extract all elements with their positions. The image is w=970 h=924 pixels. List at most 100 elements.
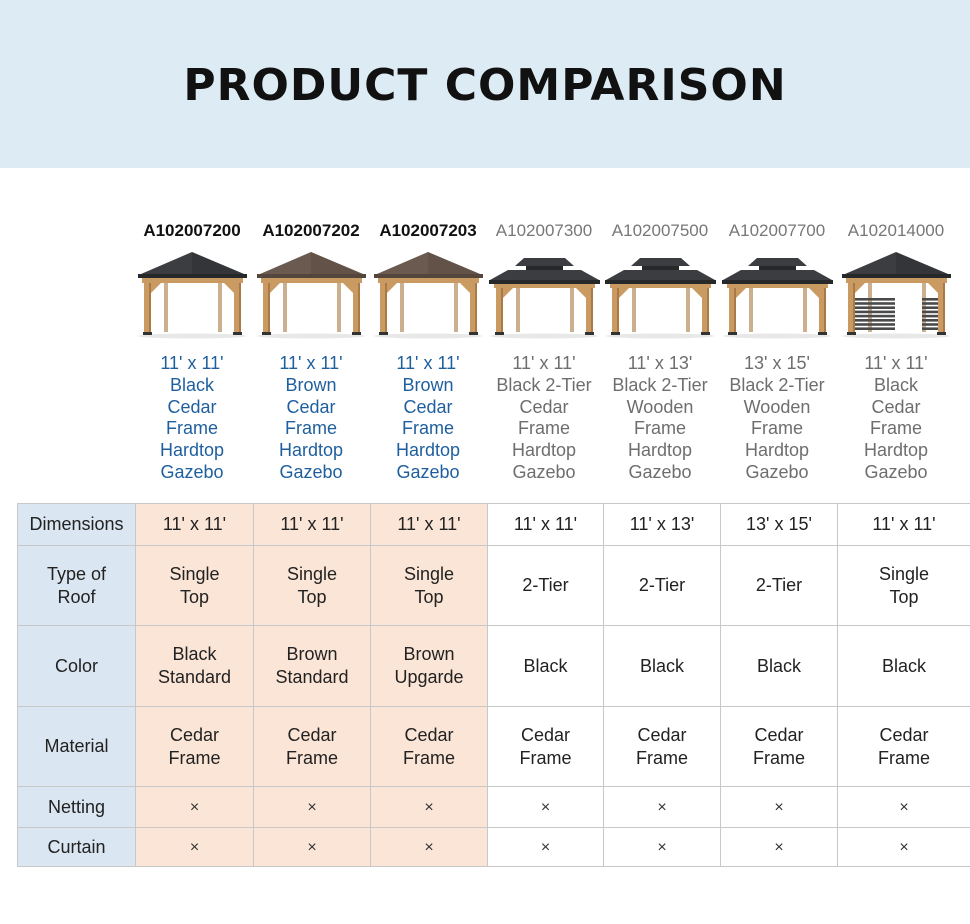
table-row: Type of Roof Single Top Single Top Single Top 2-…	[17, 545, 970, 626]
product-sku: A102007202	[262, 221, 360, 240]
product-name[interactable]: 13' x 15' Black 2-Tier Wooden Frame Hardtop G…	[719, 353, 836, 484]
product-name[interactable]: 11' x 11' Brown Cedar Frame Hardtop Gazebo	[370, 353, 487, 484]
table-cell: 11' x 11'	[253, 503, 371, 546]
cell-line: 11' x 13'	[629, 514, 695, 534]
product-image-single-top-brown-gazebo[interactable]	[370, 248, 487, 340]
product-name-line: Hardtop	[278, 440, 344, 461]
header-banner: PRODUCT COMPARISON	[0, 0, 970, 168]
table-cell: 2-Tier	[487, 545, 604, 626]
product-name[interactable]: 11' x 11' Brown Cedar Frame Hardtop Gazebo	[253, 353, 370, 484]
cell-line: Black	[756, 655, 801, 676]
feature-not-included-cell: ×	[720, 827, 838, 867]
table-cell: Cedar Frame	[487, 706, 604, 787]
cell-line: Cedar	[287, 724, 337, 745]
product-name-line: Hardtop	[744, 440, 810, 461]
product-name-line: 11' x 13'	[627, 353, 693, 373]
product-name-line: Gazebo	[864, 461, 928, 482]
product-image-single-top-gazebo-with-privacy-wall[interactable]	[838, 248, 955, 340]
cell-line: Single	[878, 563, 930, 584]
product-name-line: 11' x 11'	[512, 353, 576, 373]
feature-not-included-cell: ×	[487, 786, 604, 828]
table-cell: Cedar Frame	[135, 706, 254, 787]
product-name-line: Gazebo	[512, 461, 576, 482]
feature-not-included-cell: ×	[603, 786, 721, 828]
cell-line: 11' x 11'	[397, 514, 461, 534]
cell-line: 11' x 11'	[280, 514, 344, 534]
product-name-line: Hardtop	[159, 440, 225, 461]
table-cell: 2-Tier	[603, 545, 721, 626]
table-cell: Cedar Frame	[603, 706, 721, 787]
product-name-line: Cedar	[871, 396, 921, 417]
table-row: Netting × × × × × × ×	[17, 786, 970, 828]
product-name[interactable]: 11' x 13' Black 2-Tier Wooden Frame Hardtop G…	[602, 353, 719, 484]
row-header: Dimensions	[17, 503, 136, 546]
feature-not-included-cell: ×	[603, 827, 721, 867]
product-name-line: Gazebo	[396, 461, 460, 482]
cell-line: Cedar	[169, 724, 220, 745]
product-sku: A102007500	[611, 221, 709, 240]
product-name[interactable]: 11' x 11' Black Cedar Frame Hardtop Gazebo	[838, 353, 955, 484]
table-cell: 11' x 11'	[370, 503, 488, 546]
table-row: Material Cedar Frame Cedar Frame Cedar Frame Ce…	[17, 706, 970, 787]
cross-icon: ×	[657, 798, 667, 816]
product-image-two-tier-black-gazebo[interactable]	[602, 248, 719, 340]
cell-line: Frame	[285, 747, 338, 768]
cell-line: Single	[286, 563, 338, 584]
table-cell: Black	[603, 625, 721, 707]
cell-line: Frame	[402, 747, 455, 768]
product-name-line: Wooden	[743, 396, 811, 417]
cell-line: Standard	[157, 667, 232, 687]
table-cell: Single Top	[837, 545, 970, 626]
row-header-line: Netting	[47, 796, 106, 817]
feature-not-included-cell: ×	[253, 786, 371, 828]
product-image-two-tier-black-gazebo[interactable]	[486, 248, 603, 340]
product-name-line: Frame	[517, 418, 570, 439]
product-image-two-tier-black-gazebo[interactable]	[719, 248, 836, 340]
product-name-line: Brown	[402, 374, 454, 395]
product-name-line: Frame	[284, 418, 337, 439]
product-name-line: 11' x 11'	[279, 353, 343, 373]
feature-not-included-cell: ×	[487, 827, 604, 867]
page-title: PRODUCT COMPARISON	[183, 60, 787, 111]
product-name-line: Wooden	[626, 396, 694, 417]
cross-icon: ×	[424, 838, 434, 856]
product-name-line: Hardtop	[395, 440, 461, 461]
cell-line: Brown	[403, 644, 455, 664]
cell-line: 11' x 11'	[162, 514, 227, 534]
feature-not-included-cell: ×	[837, 827, 970, 867]
feature-not-included-cell: ×	[837, 786, 970, 828]
table-cell: Black	[487, 625, 604, 707]
product-image-single-top-brown-gazebo[interactable]	[253, 248, 370, 340]
product-name-line: Gazebo	[160, 461, 224, 482]
row-header: Curtain	[17, 827, 136, 867]
product-name-line: Cedar	[403, 396, 453, 417]
table-cell: Cedar Frame	[253, 706, 371, 787]
cell-line: Frame	[635, 747, 688, 768]
table-cell: 13' x 15'	[720, 503, 838, 546]
table-cell: Cedar Frame	[720, 706, 838, 787]
cross-icon: ×	[189, 838, 200, 856]
cell-line: Top	[889, 586, 919, 607]
cross-icon: ×	[540, 838, 551, 856]
row-header-line: Dimensions	[29, 514, 124, 534]
product-name-line: 11' x 11'	[864, 353, 928, 373]
product-name-line: Frame	[869, 418, 922, 439]
cell-line: Top	[179, 586, 210, 607]
product-sku: A102007700	[728, 221, 826, 240]
feature-not-included-cell: ×	[370, 786, 488, 828]
product-image-single-top-black-gazebo[interactable]	[134, 248, 251, 340]
table-cell: 11' x 11'	[135, 503, 254, 546]
product-sku: A102007200	[143, 221, 241, 240]
row-header-line: Color	[54, 655, 98, 676]
product-name[interactable]: 11' x 11' Black 2-Tier Cedar Frame Hardtop Ga…	[486, 353, 603, 484]
product-name-line: Brown	[285, 374, 337, 395]
cross-icon: ×	[307, 838, 317, 856]
cell-line: Frame	[752, 747, 805, 768]
table-cell: Black	[720, 625, 838, 707]
table-cell: 11' x 13'	[603, 503, 721, 546]
row-header: Material	[17, 706, 136, 787]
product-name-line: Hardtop	[511, 440, 577, 461]
product-name-line: Frame	[633, 418, 686, 439]
product-name[interactable]: 11' x 11' Black Cedar Frame Hardtop Gazebo	[134, 353, 251, 484]
cross-icon: ×	[307, 798, 317, 816]
